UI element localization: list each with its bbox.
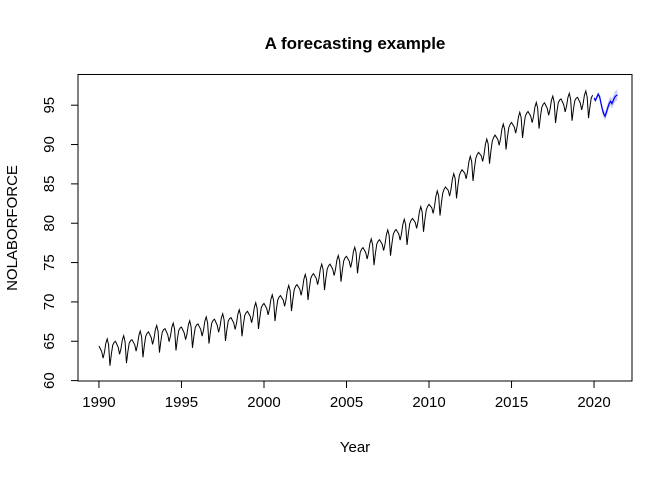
x-axis-label: Year <box>340 439 370 456</box>
x-tick-label: 1990 <box>82 394 115 411</box>
plot-box <box>77 74 633 382</box>
y-tick-label: 65 <box>41 333 58 350</box>
y-tick-label: 90 <box>41 136 58 153</box>
x-tick-label: 2005 <box>330 394 363 411</box>
plot-area: 1990 1995 2000 2005 2010 2015 2020 60 65 70 75 80 85… <box>41 74 633 411</box>
x-tick-label: 2020 <box>577 394 610 411</box>
forecast-series-line <box>593 92 618 118</box>
y-axis-label: NOLABORFORCE <box>4 165 21 291</box>
x-tick-label: 2015 <box>495 394 528 411</box>
chart-title: A forecasting example <box>265 34 446 53</box>
y-tick-label: 60 <box>41 372 58 389</box>
x-tick-label: 2000 <box>247 394 280 411</box>
x-tick-label: 2010 <box>412 394 445 411</box>
observed-series-line <box>98 89 594 366</box>
y-tick-label: 85 <box>41 176 58 193</box>
y-tick-label: 95 <box>41 97 58 114</box>
x-tick-label: 1995 <box>165 394 198 411</box>
y-tick-label: 70 <box>41 294 58 311</box>
y-tick-label: 80 <box>41 215 58 232</box>
y-tick-label: 75 <box>41 254 58 271</box>
